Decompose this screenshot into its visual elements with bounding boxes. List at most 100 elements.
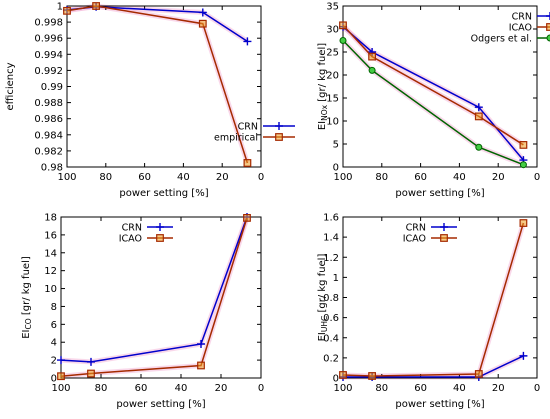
legend-label: CRN xyxy=(122,223,142,234)
data-point xyxy=(57,372,65,381)
x-tick-label: 20 xyxy=(492,172,505,183)
data-point xyxy=(474,103,483,112)
series-line xyxy=(342,39,524,166)
data-point xyxy=(87,369,95,378)
y-tick-label: 0.2 xyxy=(323,353,339,364)
data-point xyxy=(519,141,528,149)
legend-label: empirical xyxy=(214,133,258,144)
y-tick-label: 1 xyxy=(57,2,63,13)
y-tick-label: 4 xyxy=(51,338,57,349)
data-point xyxy=(474,370,483,378)
data-point xyxy=(92,2,101,10)
series-icao xyxy=(57,213,251,381)
y-tick-label: 0 xyxy=(333,374,339,385)
x-axis-label: power setting [%] xyxy=(116,399,205,410)
data-point xyxy=(63,6,71,15)
y-axis-label: EIUHC [gr/ kg fuel] xyxy=(317,254,329,342)
x-tick-label: 100 xyxy=(57,172,76,183)
data-point xyxy=(198,8,207,17)
plot-frame xyxy=(66,5,262,168)
x-tick-label: 80 xyxy=(375,172,388,183)
y-tick-label: 10 xyxy=(326,117,339,128)
y-tick-label: 0 xyxy=(333,163,339,174)
y-tick-label: 0.984 xyxy=(34,130,63,141)
legend-marker xyxy=(546,23,550,31)
x-tick-label: 40 xyxy=(177,172,190,183)
y-tick-label: 1.2 xyxy=(323,253,339,264)
data-point xyxy=(519,219,528,227)
plot-frame xyxy=(60,216,262,379)
x-tick-label: 0 xyxy=(258,172,264,183)
x-tick-label: 100 xyxy=(333,383,352,394)
y-tick-label: 14 xyxy=(44,248,57,259)
data-point xyxy=(474,112,483,121)
legend-marker xyxy=(546,12,550,20)
y-tick-label: 6 xyxy=(51,320,57,331)
x-axis-label: power setting [%] xyxy=(395,399,484,410)
data-point xyxy=(519,161,527,169)
data-point xyxy=(475,143,483,151)
x-tick-label: 40 xyxy=(175,383,188,394)
data-point xyxy=(368,66,376,74)
x-tick-label: 100 xyxy=(51,383,70,394)
y-tick-label: 8 xyxy=(51,302,57,313)
x-tick-label: 20 xyxy=(216,172,229,183)
x-tick-label: 80 xyxy=(99,172,112,183)
legend-label: ICAO xyxy=(403,234,426,245)
x-tick-label: 40 xyxy=(453,383,466,394)
y-tick-label: 0.986 xyxy=(34,114,63,125)
legend-marker xyxy=(275,133,283,141)
y-tick-label: 1 xyxy=(333,273,339,284)
chart-ei-co: 0 2 4 6 8 10 12 14 16 18 100 80 60 40 20 0 power setting… xyxy=(21,213,264,411)
chart-ei-uhc: 0 0.2 0.4 0.6 0.8 1 1.2 1.4 1.6 100 80 60 40 20 0 power… xyxy=(317,213,540,411)
series-odgers-et-al- xyxy=(339,37,527,169)
data-point xyxy=(197,361,205,370)
series-line xyxy=(342,26,524,161)
series-line xyxy=(60,217,248,377)
x-tick-label: 60 xyxy=(135,383,148,394)
legend-marker xyxy=(156,234,164,242)
series-line xyxy=(66,5,249,164)
legend-marker xyxy=(275,122,283,130)
y-axis-label: EICO [gr/ kg fuel] xyxy=(21,256,33,339)
data-point xyxy=(368,52,376,61)
data-point xyxy=(519,351,528,360)
data-point xyxy=(243,37,252,46)
y-tick-label: 5 xyxy=(333,140,339,151)
y-axis-label: EINOx [gr/ kg fuel] xyxy=(317,43,329,130)
y-tick-label: 1.6 xyxy=(323,213,339,224)
series-icao xyxy=(339,21,528,149)
legend-marker xyxy=(440,234,448,242)
y-tick-label: 35 xyxy=(326,2,339,13)
legend-marker xyxy=(156,223,164,231)
x-tick-label: 0 xyxy=(534,172,540,183)
series-line xyxy=(60,216,248,363)
y-tick-label: 2 xyxy=(51,356,57,367)
x-axis-label: power setting [%] xyxy=(119,188,208,199)
y-tick-label: 0.8 xyxy=(323,293,339,304)
legend-label: CRN xyxy=(238,122,258,133)
x-tick-label: 40 xyxy=(453,172,466,183)
y-axis-label: efficiency xyxy=(5,62,16,110)
y-tick-label: 0.4 xyxy=(323,333,339,344)
y-tick-label: 15 xyxy=(326,94,339,105)
data-point xyxy=(243,213,251,222)
data-point xyxy=(339,371,347,379)
data-point xyxy=(243,159,252,167)
data-point xyxy=(339,21,347,30)
data-point xyxy=(57,356,65,365)
y-tick-label: 0.998 xyxy=(34,18,63,29)
plot-frame xyxy=(342,216,538,379)
y-tick-label: 1.4 xyxy=(323,233,339,244)
series-line xyxy=(342,222,525,377)
y-tick-label: 0 xyxy=(51,374,57,385)
y-tick-label: 30 xyxy=(326,25,339,36)
x-tick-label: 0 xyxy=(534,383,540,394)
x-tick-label: 60 xyxy=(414,383,427,394)
y-tick-label: 0.996 xyxy=(34,34,63,45)
legend-label: ICAO xyxy=(119,234,142,245)
legend-label: Odgers et al. xyxy=(471,34,532,45)
